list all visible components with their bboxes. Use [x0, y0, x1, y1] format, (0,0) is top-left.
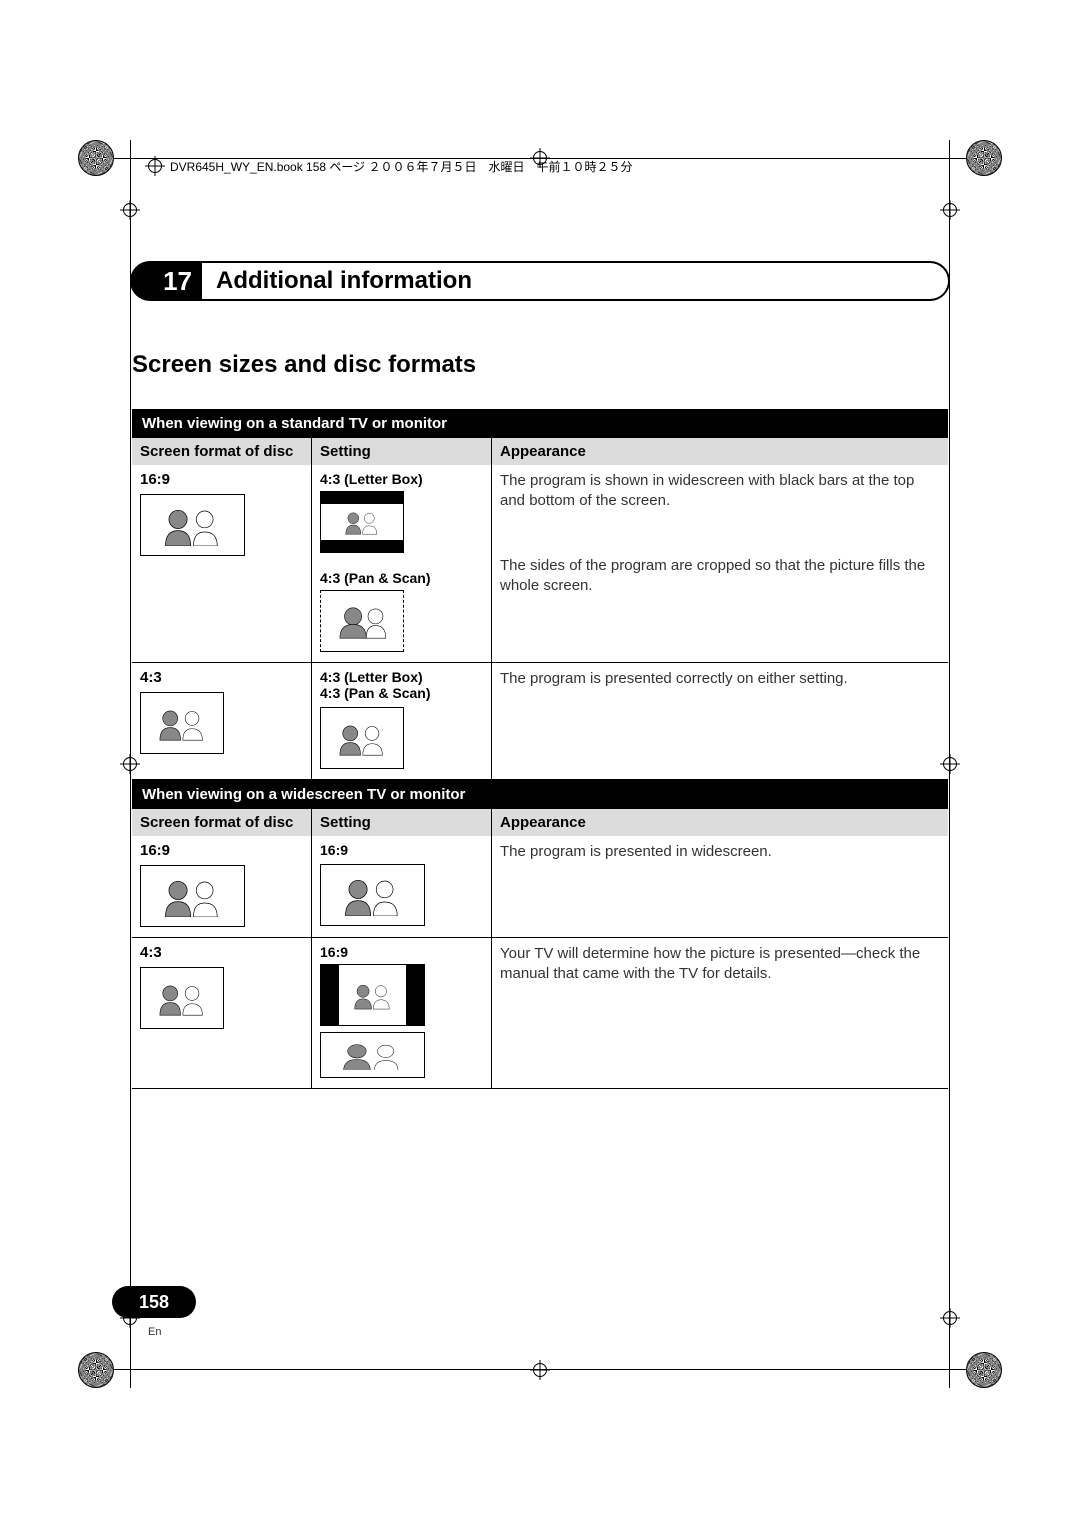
- disc-format-label: 4:3: [140, 944, 303, 961]
- registration-mark-icon: [966, 140, 1002, 176]
- panscan-icon: [320, 590, 404, 652]
- disc-format-cell: 16:9: [132, 836, 312, 937]
- col-header: Setting: [312, 809, 492, 836]
- table-standard-tv: When viewing on a standard TV or monitor…: [132, 409, 948, 780]
- page-language: En: [148, 1326, 161, 1338]
- col-header: Appearance: [492, 438, 948, 465]
- appearance-cell: The program is presented in widescreen.: [492, 836, 948, 937]
- wide-stretched-icon: [320, 1032, 425, 1078]
- aspect-16-9-icon: [140, 865, 245, 927]
- chapter-title: Additional information: [216, 267, 472, 295]
- col-header: Screen format of disc: [132, 809, 312, 836]
- setting-cell: 16:9: [312, 938, 492, 1088]
- setting-label: 4:3 (Letter Box): [320, 471, 483, 487]
- disc-format-label: 16:9: [140, 842, 303, 859]
- table-widescreen-tv: When viewing on a widescreen TV or monit…: [132, 780, 948, 1089]
- appearance-cell: The program is shown in widescreen with …: [492, 465, 948, 662]
- aspect-16-9-icon: [140, 494, 245, 556]
- setting-cell: 4:3 (Letter Box) 4:3 (Pan & Scan): [312, 465, 492, 662]
- col-header: Setting: [312, 438, 492, 465]
- page-number: 158: [112, 1286, 196, 1318]
- aspect-16-9-icon: [320, 864, 425, 926]
- aspect-4-3-icon: [140, 967, 224, 1029]
- letterbox-icon: [320, 491, 404, 553]
- chapter-number: 17: [130, 261, 202, 301]
- setting-cell: 4:3 (Letter Box) 4:3 (Pan & Scan): [312, 663, 492, 779]
- chapter-heading: 17 Additional information: [130, 261, 950, 301]
- setting-label: 4:3 (Pan & Scan): [320, 570, 483, 586]
- appearance-text: The sides of the program are cropped so …: [500, 556, 940, 597]
- appearance-text: The program is presented in widescreen.: [500, 842, 940, 862]
- disc-format-cell: 4:3: [132, 938, 312, 1088]
- table-row: 4:3 4:3 (Letter Box) 4:3 (Pan & Scan) Th…: [132, 663, 948, 780]
- pillarbox-icon: [320, 964, 425, 1026]
- appearance-text: Your TV will determine how the picture i…: [500, 944, 940, 985]
- col-header: Appearance: [492, 809, 948, 836]
- disc-format-label: 16:9: [140, 471, 303, 488]
- table-header-row: Screen format of disc Setting Appearance: [132, 438, 948, 465]
- registration-mark-icon: [966, 1352, 1002, 1388]
- appearance-text: The program is presented correctly on ei…: [500, 669, 940, 689]
- table-header-row: Screen format of disc Setting Appearance: [132, 809, 948, 836]
- setting-label: 16:9: [320, 944, 483, 960]
- setting-label: 16:9: [320, 842, 483, 858]
- col-header: Screen format of disc: [132, 438, 312, 465]
- aspect-4-3-icon: [140, 692, 224, 754]
- chapter-title-container: Additional information: [202, 261, 950, 301]
- framemaker-header: DVR645H_WY_EN.book 158 ページ ２００６年７月５日 水曜日…: [170, 158, 950, 175]
- disc-format-label: 4:3: [140, 669, 303, 686]
- table-row: 16:9 16:9 The program is presented in wi…: [132, 836, 948, 938]
- table-caption: When viewing on a standard TV or monitor: [132, 409, 948, 438]
- table-caption: When viewing on a widescreen TV or monit…: [132, 780, 948, 809]
- section-title: Screen sizes and disc formats: [132, 351, 950, 379]
- table-row: 16:9 4:3 (Letter Box) 4:3 (Pan & Scan): [132, 465, 948, 663]
- disc-format-cell: 4:3: [132, 663, 312, 779]
- table-row: 4:3 16:9 Your TV will determine how the …: [132, 938, 948, 1089]
- registration-mark-icon: [78, 140, 114, 176]
- appearance-text: The program is shown in widescreen with …: [500, 471, 940, 512]
- page-content: DVR645H_WY_EN.book 158 ページ ２００６年７月５日 水曜日…: [130, 160, 950, 1368]
- appearance-cell: Your TV will determine how the picture i…: [492, 938, 948, 1088]
- registration-mark-icon: [78, 1352, 114, 1388]
- setting-label: 4:3 (Letter Box) 4:3 (Pan & Scan): [320, 669, 483, 701]
- setting-cell: 16:9: [312, 836, 492, 937]
- appearance-cell: The program is presented correctly on ei…: [492, 663, 948, 779]
- aspect-4-3-icon: [320, 707, 404, 769]
- disc-format-cell: 16:9: [132, 465, 312, 662]
